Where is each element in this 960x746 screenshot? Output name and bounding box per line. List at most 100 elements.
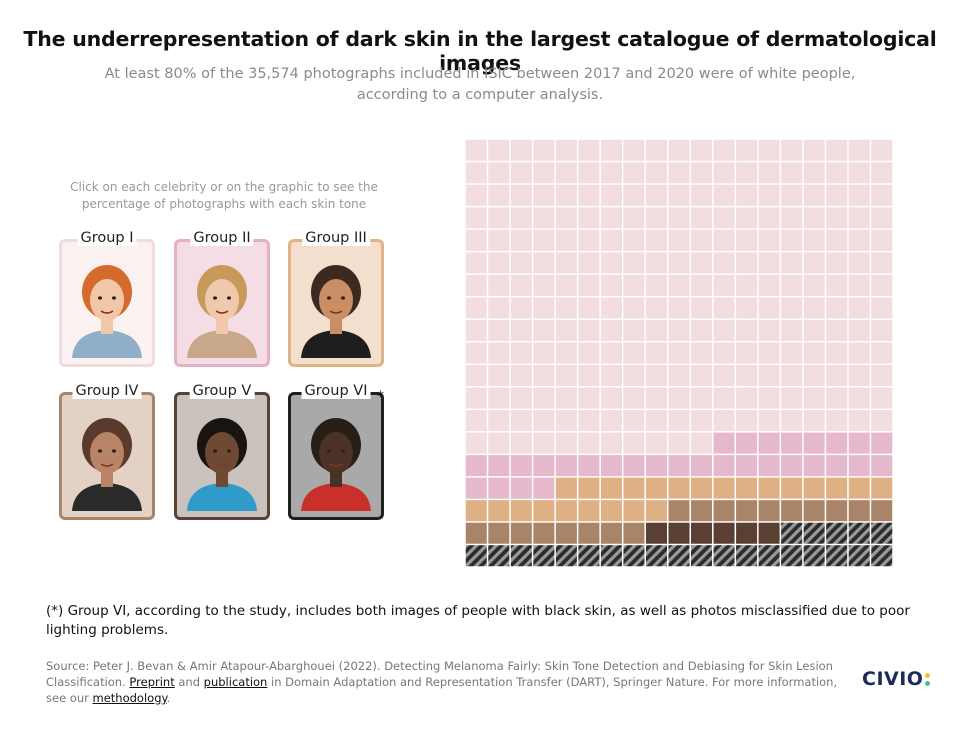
waffle-cell-group-v[interactable] (668, 522, 690, 544)
waffle-cell-group-i[interactable] (488, 410, 510, 432)
waffle-cell-group-i[interactable] (623, 162, 645, 184)
waffle-cell-group-i[interactable] (713, 207, 735, 229)
waffle-cell-group-i[interactable] (555, 207, 577, 229)
waffle-cell-group-i[interactable] (736, 297, 758, 319)
waffle-cell-group-i[interactable] (645, 432, 667, 454)
waffle-cell-group-i[interactable] (465, 229, 487, 251)
waffle-cell-group-i[interactable] (533, 365, 555, 387)
waffle-cell-group-iii[interactable] (803, 477, 825, 499)
waffle-cell-group-ii[interactable] (758, 455, 780, 477)
waffle-cell-group-ii[interactable] (533, 477, 555, 499)
waffle-cell-group-i[interactable] (781, 184, 803, 206)
waffle-cell-group-i[interactable] (848, 274, 870, 296)
waffle-cell-group-i[interactable] (555, 162, 577, 184)
waffle-cell-group-i[interactable] (826, 342, 848, 364)
waffle-cell-group-v[interactable] (758, 522, 780, 544)
waffle-cell-group-iii[interactable] (645, 500, 667, 522)
waffle-cell-group-i[interactable] (533, 297, 555, 319)
waffle-cell-group-vi[interactable] (826, 545, 848, 567)
waffle-cell-group-iii[interactable] (600, 477, 622, 499)
waffle-cell-group-i[interactable] (803, 252, 825, 274)
waffle-cell-group-i[interactable] (533, 319, 555, 341)
waffle-cell-group-i[interactable] (781, 410, 803, 432)
waffle-cell-group-iv[interactable] (826, 500, 848, 522)
waffle-cell-group-i[interactable] (623, 387, 645, 409)
waffle-cell-group-i[interactable] (871, 410, 893, 432)
waffle-cell-group-ii[interactable] (533, 455, 555, 477)
waffle-cell-group-i[interactable] (871, 207, 893, 229)
waffle-cell-group-iii[interactable] (781, 477, 803, 499)
waffle-cell-group-i[interactable] (713, 410, 735, 432)
waffle-cell-group-i[interactable] (510, 410, 532, 432)
waffle-cell-group-i[interactable] (578, 319, 600, 341)
waffle-cell-group-i[interactable] (645, 387, 667, 409)
waffle-cell-group-i[interactable] (848, 139, 870, 161)
waffle-cell-group-i[interactable] (488, 252, 510, 274)
waffle-cell-group-i[interactable] (465, 387, 487, 409)
waffle-cell-group-i[interactable] (848, 387, 870, 409)
waffle-cell-group-i[interactable] (600, 274, 622, 296)
waffle-cell-group-ii[interactable] (826, 455, 848, 477)
waffle-cell-group-i[interactable] (488, 319, 510, 341)
waffle-cell-group-i[interactable] (871, 387, 893, 409)
waffle-cell-group-i[interactable] (758, 365, 780, 387)
waffle-cell-group-i[interactable] (668, 387, 690, 409)
waffle-cell-group-i[interactable] (578, 342, 600, 364)
waffle-cell-group-ii[interactable] (871, 432, 893, 454)
waffle-cell-group-i[interactable] (645, 162, 667, 184)
waffle-cell-group-i[interactable] (826, 184, 848, 206)
waffle-cell-group-i[interactable] (510, 297, 532, 319)
waffle-cell-group-i[interactable] (691, 184, 713, 206)
waffle-cell-group-i[interactable] (510, 229, 532, 251)
waffle-cell-group-i[interactable] (578, 387, 600, 409)
waffle-cell-group-vi[interactable] (465, 545, 487, 567)
waffle-cell-group-iii[interactable] (623, 477, 645, 499)
waffle-cell-group-i[interactable] (826, 207, 848, 229)
waffle-cell-group-i[interactable] (600, 342, 622, 364)
waffle-cell-group-i[interactable] (600, 252, 622, 274)
waffle-cell-group-i[interactable] (555, 410, 577, 432)
waffle-cell-group-i[interactable] (623, 252, 645, 274)
waffle-cell-group-i[interactable] (691, 342, 713, 364)
waffle-cell-group-iii[interactable] (510, 500, 532, 522)
waffle-cell-group-i[interactable] (465, 365, 487, 387)
waffle-cell-group-i[interactable] (871, 252, 893, 274)
waffle-cell-group-i[interactable] (713, 365, 735, 387)
waffle-cell-group-i[interactable] (533, 207, 555, 229)
waffle-cell-group-ii[interactable] (465, 477, 487, 499)
waffle-cell-group-vi[interactable] (758, 545, 780, 567)
waffle-cell-group-i[interactable] (533, 184, 555, 206)
celebrity-card-group-3[interactable]: Group III (288, 230, 384, 367)
waffle-cell-group-i[interactable] (871, 365, 893, 387)
waffle-cell-group-i[interactable] (758, 162, 780, 184)
waffle-cell-group-iii[interactable] (668, 477, 690, 499)
waffle-cell-group-i[interactable] (781, 162, 803, 184)
waffle-cell-group-vi[interactable] (826, 522, 848, 544)
waffle-cell-group-i[interactable] (781, 274, 803, 296)
waffle-cell-group-i[interactable] (871, 162, 893, 184)
waffle-cell-group-i[interactable] (803, 297, 825, 319)
waffle-cell-group-i[interactable] (848, 410, 870, 432)
waffle-cell-group-i[interactable] (600, 410, 622, 432)
waffle-cell-group-i[interactable] (600, 297, 622, 319)
waffle-cell-group-vi[interactable] (848, 545, 870, 567)
waffle-cell-group-i[interactable] (713, 319, 735, 341)
waffle-cell-group-i[interactable] (555, 274, 577, 296)
waffle-cell-group-iv[interactable] (781, 500, 803, 522)
waffle-cell-group-v[interactable] (713, 522, 735, 544)
waffle-cell-group-i[interactable] (510, 184, 532, 206)
waffle-cell-group-i[interactable] (578, 274, 600, 296)
waffle-cell-group-ii[interactable] (510, 455, 532, 477)
waffle-cell-group-i[interactable] (713, 252, 735, 274)
waffle-cell-group-iv[interactable] (803, 500, 825, 522)
waffle-cell-group-vi[interactable] (781, 522, 803, 544)
waffle-cell-group-i[interactable] (578, 162, 600, 184)
waffle-cell-group-i[interactable] (488, 184, 510, 206)
waffle-cell-group-iii[interactable] (488, 500, 510, 522)
waffle-cell-group-vi[interactable] (668, 545, 690, 567)
waffle-cell-group-i[interactable] (623, 319, 645, 341)
waffle-cell-group-i[interactable] (465, 297, 487, 319)
waffle-cell-group-i[interactable] (600, 229, 622, 251)
waffle-cell-group-i[interactable] (488, 297, 510, 319)
waffle-cell-group-vi[interactable] (645, 545, 667, 567)
